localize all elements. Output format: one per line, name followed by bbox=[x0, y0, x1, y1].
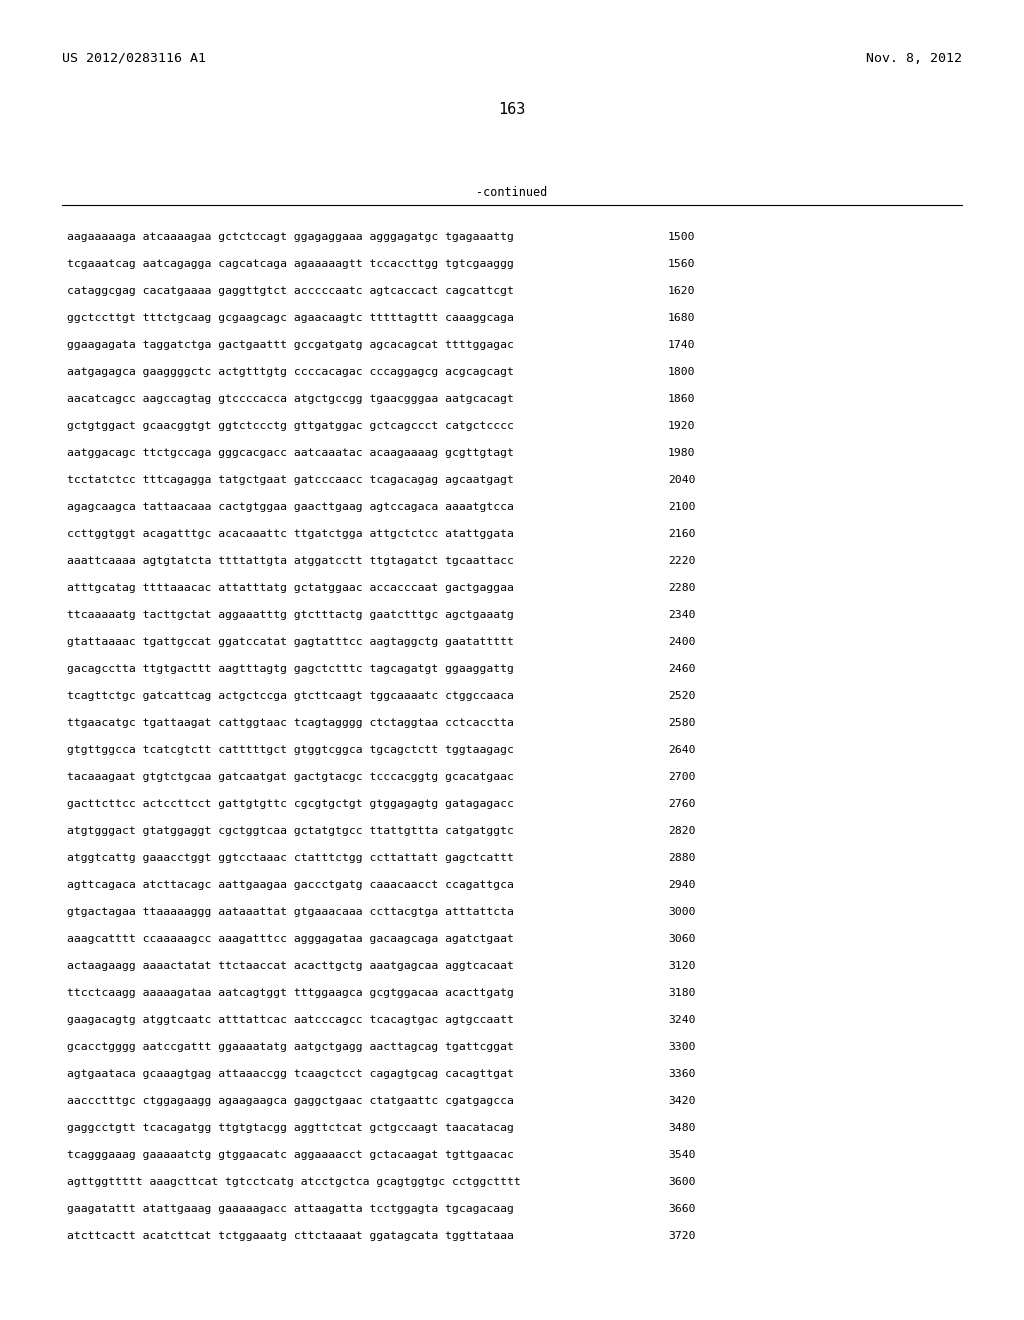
Text: 2880: 2880 bbox=[668, 853, 695, 863]
Text: atcttcactt acatcttcat tctggaaatg cttctaaaat ggatagcata tggttataaa: atcttcactt acatcttcat tctggaaatg cttctaa… bbox=[67, 1232, 514, 1241]
Text: aatgagagca gaaggggctc actgtttgtg ccccacagac cccaggagcg acgcagcagt: aatgagagca gaaggggctc actgtttgtg ccccaca… bbox=[67, 367, 514, 378]
Text: 1680: 1680 bbox=[668, 313, 695, 323]
Text: 2460: 2460 bbox=[668, 664, 695, 675]
Text: aaattcaaaa agtgtatcta ttttattgta atggatcctt ttgtagatct tgcaattacc: aaattcaaaa agtgtatcta ttttattgta atggatc… bbox=[67, 556, 514, 566]
Text: 1920: 1920 bbox=[668, 421, 695, 432]
Text: 2820: 2820 bbox=[668, 826, 695, 836]
Text: 3480: 3480 bbox=[668, 1123, 695, 1133]
Text: atttgcatag ttttaaacac attatttatg gctatggaac accacccaat gactgaggaa: atttgcatag ttttaaacac attatttatg gctatgg… bbox=[67, 583, 514, 593]
Text: agttcagaca atcttacagc aattgaagaa gaccctgatg caaacaacct ccagattgca: agttcagaca atcttacagc aattgaagaa gaccctg… bbox=[67, 880, 514, 890]
Text: tcgaaatcag aatcagagga cagcatcaga agaaaaagtt tccaccttgg tgtcgaaggg: tcgaaatcag aatcagagga cagcatcaga agaaaaa… bbox=[67, 259, 514, 269]
Text: gtgactagaa ttaaaaaggg aataaattat gtgaaacaaa ccttacgtga atttattcta: gtgactagaa ttaaaaaggg aataaattat gtgaaac… bbox=[67, 907, 514, 917]
Text: gacagcctta ttgtgacttt aagtttagtg gagctctttc tagcagatgt ggaaggattg: gacagcctta ttgtgacttt aagtttagtg gagctct… bbox=[67, 664, 514, 675]
Text: aacatcagcc aagccagtag gtccccacca atgctgccgg tgaacgggaa aatgcacagt: aacatcagcc aagccagtag gtccccacca atgctgc… bbox=[67, 393, 514, 404]
Text: 2100: 2100 bbox=[668, 502, 695, 512]
Text: gctgtggact gcaacggtgt ggtctccctg gttgatggac gctcagccct catgctcccc: gctgtggact gcaacggtgt ggtctccctg gttgatg… bbox=[67, 421, 514, 432]
Text: ttcaaaaatg tacttgctat aggaaatttg gtctttactg gaatctttgc agctgaaatg: ttcaaaaatg tacttgctat aggaaatttg gtcttta… bbox=[67, 610, 514, 620]
Text: 2700: 2700 bbox=[668, 772, 695, 781]
Text: 2280: 2280 bbox=[668, 583, 695, 593]
Text: 3120: 3120 bbox=[668, 961, 695, 972]
Text: tcctatctcc tttcagagga tatgctgaat gatcccaacc tcagacagag agcaatgagt: tcctatctcc tttcagagga tatgctgaat gatccca… bbox=[67, 475, 514, 484]
Text: gcacctgggg aatccgattt ggaaaatatg aatgctgagg aacttagcag tgattcggat: gcacctgggg aatccgattt ggaaaatatg aatgctg… bbox=[67, 1041, 514, 1052]
Text: ttgaacatgc tgattaagat cattggtaac tcagtagggg ctctaggtaa cctcacctta: ttgaacatgc tgattaagat cattggtaac tcagtag… bbox=[67, 718, 514, 729]
Text: tcagttctgc gatcattcag actgctccga gtcttcaagt tggcaaaatc ctggccaaca: tcagttctgc gatcattcag actgctccga gtcttca… bbox=[67, 690, 514, 701]
Text: gtattaaaac tgattgccat ggatccatat gagtatttcc aagtaggctg gaatattttt: gtattaaaac tgattgccat ggatccatat gagtatt… bbox=[67, 638, 514, 647]
Text: ccttggtggt acagatttgc acacaaattc ttgatctgga attgctctcc atattggata: ccttggtggt acagatttgc acacaaattc ttgatct… bbox=[67, 529, 514, 539]
Text: 1500: 1500 bbox=[668, 232, 695, 242]
Text: 3360: 3360 bbox=[668, 1069, 695, 1078]
Text: 2220: 2220 bbox=[668, 556, 695, 566]
Text: 2340: 2340 bbox=[668, 610, 695, 620]
Text: 3720: 3720 bbox=[668, 1232, 695, 1241]
Text: 2940: 2940 bbox=[668, 880, 695, 890]
Text: ggctccttgt tttctgcaag gcgaagcagc agaacaagtc tttttagttt caaaggcaga: ggctccttgt tttctgcaag gcgaagcagc agaacaa… bbox=[67, 313, 514, 323]
Text: agagcaagca tattaacaaa cactgtggaa gaacttgaag agtccagaca aaaatgtcca: agagcaagca tattaacaaa cactgtggaa gaacttg… bbox=[67, 502, 514, 512]
Text: 3180: 3180 bbox=[668, 987, 695, 998]
Text: gacttcttcc actccttcct gattgtgttc cgcgtgctgt gtggagagtg gatagagacc: gacttcttcc actccttcct gattgtgttc cgcgtgc… bbox=[67, 799, 514, 809]
Text: 2520: 2520 bbox=[668, 690, 695, 701]
Text: -continued: -continued bbox=[476, 186, 548, 199]
Text: gaagacagtg atggtcaatc atttattcac aatcccagcc tcacagtgac agtgccaatt: gaagacagtg atggtcaatc atttattcac aatccca… bbox=[67, 1015, 514, 1026]
Text: 1800: 1800 bbox=[668, 367, 695, 378]
Text: ttcctcaagg aaaaagataa aatcagtggt tttggaagca gcgtggacaa acacttgatg: ttcctcaagg aaaaagataa aatcagtggt tttggaa… bbox=[67, 987, 514, 998]
Text: 3540: 3540 bbox=[668, 1150, 695, 1160]
Text: gaggcctgtt tcacagatgg ttgtgtacgg aggttctcat gctgccaagt taacatacag: gaggcctgtt tcacagatgg ttgtgtacgg aggttct… bbox=[67, 1123, 514, 1133]
Text: ggaagagata taggatctga gactgaattt gccgatgatg agcacagcat ttttggagac: ggaagagata taggatctga gactgaattt gccgatg… bbox=[67, 341, 514, 350]
Text: aaccctttgc ctggagaagg agaagaagca gaggctgaac ctatgaattc cgatgagcca: aaccctttgc ctggagaagg agaagaagca gaggctg… bbox=[67, 1096, 514, 1106]
Text: 2640: 2640 bbox=[668, 744, 695, 755]
Text: US 2012/0283116 A1: US 2012/0283116 A1 bbox=[62, 51, 206, 65]
Text: cataggcgag cacatgaaaa gaggttgtct acccccaatc agtcaccact cagcattcgt: cataggcgag cacatgaaaa gaggttgtct accccca… bbox=[67, 286, 514, 296]
Text: gaagatattt atattgaaag gaaaaagacc attaagatta tcctggagta tgcagacaag: gaagatattt atattgaaag gaaaaagacc attaaga… bbox=[67, 1204, 514, 1214]
Text: tcagggaaag gaaaaatctg gtggaacatc aggaaaacct gctacaagat tgttgaacac: tcagggaaag gaaaaatctg gtggaacatc aggaaaa… bbox=[67, 1150, 514, 1160]
Text: actaagaagg aaaactatat ttctaaccat acacttgctg aaatgagcaa aggtcacaat: actaagaagg aaaactatat ttctaaccat acacttg… bbox=[67, 961, 514, 972]
Text: 2040: 2040 bbox=[668, 475, 695, 484]
Text: aaagcatttt ccaaaaagcc aaagatttcc agggagataa gacaagcaga agatctgaat: aaagcatttt ccaaaaagcc aaagatttcc agggaga… bbox=[67, 935, 514, 944]
Text: 2580: 2580 bbox=[668, 718, 695, 729]
Text: tacaaagaat gtgtctgcaa gatcaatgat gactgtacgc tcccacggtg gcacatgaac: tacaaagaat gtgtctgcaa gatcaatgat gactgta… bbox=[67, 772, 514, 781]
Text: Nov. 8, 2012: Nov. 8, 2012 bbox=[866, 51, 962, 65]
Text: 3420: 3420 bbox=[668, 1096, 695, 1106]
Text: 1980: 1980 bbox=[668, 447, 695, 458]
Text: 1860: 1860 bbox=[668, 393, 695, 404]
Text: 163: 163 bbox=[499, 103, 525, 117]
Text: atggtcattg gaaacctggt ggtcctaaac ctatttctgg ccttattatt gagctcattt: atggtcattg gaaacctggt ggtcctaaac ctatttc… bbox=[67, 853, 514, 863]
Text: 1740: 1740 bbox=[668, 341, 695, 350]
Text: agttggttttt aaagcttcat tgtcctcatg atcctgctca gcagtggtgc cctggctttt: agttggttttt aaagcttcat tgtcctcatg atcctg… bbox=[67, 1177, 521, 1187]
Text: 3660: 3660 bbox=[668, 1204, 695, 1214]
Text: aatggacagc ttctgccaga gggcacgacc aatcaaatac acaagaaaag gcgttgtagt: aatggacagc ttctgccaga gggcacgacc aatcaaa… bbox=[67, 447, 514, 458]
Text: atgtgggact gtatggaggt cgctggtcaa gctatgtgcc ttattgttta catgatggtc: atgtgggact gtatggaggt cgctggtcaa gctatgt… bbox=[67, 826, 514, 836]
Text: 3600: 3600 bbox=[668, 1177, 695, 1187]
Text: 3300: 3300 bbox=[668, 1041, 695, 1052]
Text: 2760: 2760 bbox=[668, 799, 695, 809]
Text: aagaaaaaga atcaaaagaa gctctccagt ggagaggaaa agggagatgc tgagaaattg: aagaaaaaga atcaaaagaa gctctccagt ggagagg… bbox=[67, 232, 514, 242]
Text: gtgttggcca tcatcgtctt catttttgct gtggtcggca tgcagctctt tggtaagagc: gtgttggcca tcatcgtctt catttttgct gtggtcg… bbox=[67, 744, 514, 755]
Text: 2400: 2400 bbox=[668, 638, 695, 647]
Text: 1560: 1560 bbox=[668, 259, 695, 269]
Text: 2160: 2160 bbox=[668, 529, 695, 539]
Text: agtgaataca gcaaagtgag attaaaccgg tcaagctcct cagagtgcag cacagttgat: agtgaataca gcaaagtgag attaaaccgg tcaagct… bbox=[67, 1069, 514, 1078]
Text: 1620: 1620 bbox=[668, 286, 695, 296]
Text: 3000: 3000 bbox=[668, 907, 695, 917]
Text: 3240: 3240 bbox=[668, 1015, 695, 1026]
Text: 3060: 3060 bbox=[668, 935, 695, 944]
